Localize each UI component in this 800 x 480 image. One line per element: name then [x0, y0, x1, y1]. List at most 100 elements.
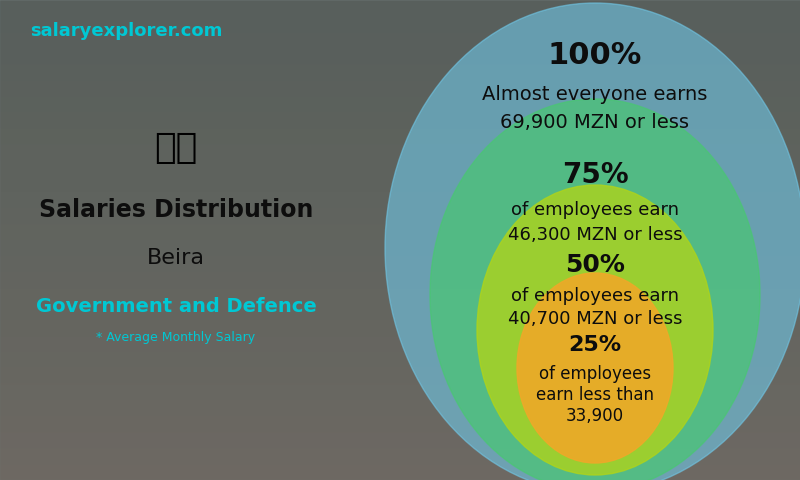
Bar: [0, 320, 800, 321]
Bar: [0, 301, 800, 302]
Bar: [0, 273, 800, 274]
Text: earn less than: earn less than: [536, 386, 654, 404]
Bar: [0, 116, 800, 117]
Bar: [0, 400, 800, 401]
Bar: [0, 337, 800, 338]
Bar: [0, 137, 800, 138]
Text: 33,900: 33,900: [566, 407, 624, 425]
Bar: [0, 437, 800, 438]
Bar: [0, 321, 800, 322]
Bar: [0, 244, 800, 245]
Bar: [0, 69, 800, 70]
Bar: [0, 65, 800, 66]
Bar: [0, 328, 800, 329]
Bar: [0, 186, 800, 187]
Bar: [0, 283, 800, 284]
Bar: [0, 76, 800, 77]
Bar: [0, 376, 800, 377]
Bar: [0, 64, 800, 65]
Bar: [0, 370, 800, 371]
Bar: [0, 89, 800, 90]
Bar: [0, 314, 800, 315]
Bar: [0, 144, 800, 145]
Bar: [0, 417, 800, 418]
Bar: [0, 308, 800, 309]
Bar: [0, 310, 800, 311]
Ellipse shape: [477, 185, 713, 475]
Bar: [0, 419, 800, 420]
Bar: [0, 185, 800, 186]
Bar: [0, 326, 800, 327]
Bar: [0, 306, 800, 307]
Bar: [0, 33, 800, 34]
Bar: [0, 408, 800, 409]
Bar: [0, 343, 800, 344]
Bar: [0, 136, 800, 137]
Bar: [0, 443, 800, 444]
Bar: [0, 369, 800, 370]
Bar: [0, 263, 800, 264]
Bar: [0, 227, 800, 228]
Bar: [0, 414, 800, 415]
Bar: [0, 48, 800, 49]
Bar: [0, 78, 800, 79]
Bar: [0, 304, 800, 305]
Bar: [0, 82, 800, 83]
Bar: [0, 441, 800, 442]
Bar: [0, 96, 800, 97]
Bar: [0, 373, 800, 374]
Bar: [0, 236, 800, 237]
Bar: [0, 219, 800, 220]
Bar: [0, 240, 800, 241]
Bar: [0, 68, 800, 69]
Bar: [0, 131, 800, 132]
Bar: [0, 127, 800, 128]
Bar: [0, 468, 800, 469]
Bar: [0, 243, 800, 244]
Bar: [0, 278, 800, 279]
Bar: [0, 83, 800, 84]
Bar: [0, 155, 800, 156]
Bar: [0, 29, 800, 30]
Bar: [0, 16, 800, 17]
Bar: [0, 113, 800, 114]
Bar: [0, 311, 800, 312]
Bar: [0, 423, 800, 424]
Text: Beira: Beira: [147, 248, 205, 268]
Bar: [0, 354, 800, 355]
Bar: [0, 56, 800, 57]
Bar: [0, 158, 800, 159]
Bar: [0, 410, 800, 411]
Bar: [0, 342, 800, 343]
Bar: [0, 421, 800, 422]
Bar: [0, 210, 800, 211]
Bar: [0, 358, 800, 359]
Bar: [0, 344, 800, 345]
Bar: [0, 135, 800, 136]
Bar: [0, 349, 800, 350]
Bar: [0, 18, 800, 19]
Bar: [0, 180, 800, 181]
Bar: [0, 157, 800, 158]
Bar: [0, 253, 800, 254]
Bar: [0, 259, 800, 260]
Bar: [0, 471, 800, 472]
Bar: [0, 470, 800, 471]
Bar: [0, 226, 800, 227]
Bar: [0, 255, 800, 256]
Bar: [0, 367, 800, 368]
Bar: [0, 95, 800, 96]
Bar: [0, 71, 800, 72]
Bar: [0, 246, 800, 247]
Bar: [0, 12, 800, 13]
Bar: [0, 381, 800, 382]
Bar: [0, 284, 800, 285]
Bar: [0, 256, 800, 257]
Bar: [0, 290, 800, 291]
Bar: [0, 90, 800, 91]
Bar: [0, 106, 800, 107]
Bar: [0, 39, 800, 40]
Bar: [0, 49, 800, 50]
Bar: [0, 24, 800, 25]
Bar: [0, 182, 800, 183]
